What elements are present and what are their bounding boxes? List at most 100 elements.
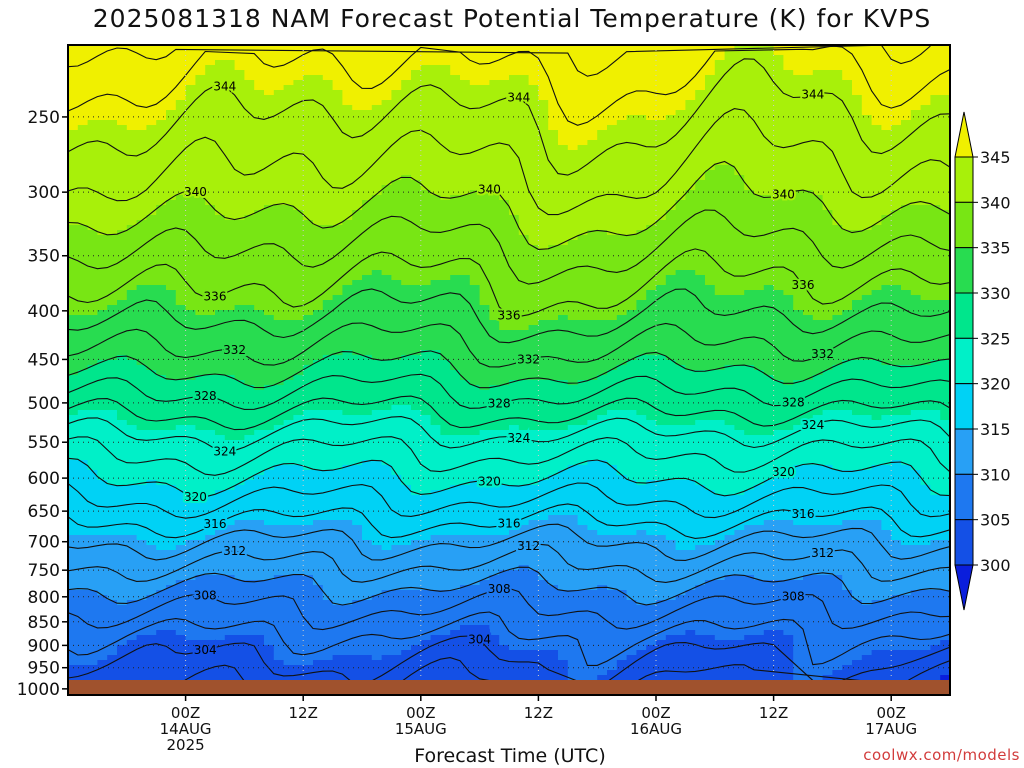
field-cell <box>793 145 804 151</box>
field-cell <box>371 50 383 56</box>
field-cell <box>538 245 549 251</box>
field-cell <box>293 215 304 221</box>
field-cell <box>920 175 931 181</box>
field-cell <box>803 130 814 136</box>
field-cell <box>607 185 618 191</box>
field-cell <box>224 165 236 171</box>
field-cell <box>714 295 726 301</box>
field-cell <box>68 235 79 241</box>
field-cell <box>156 295 167 301</box>
field-cell <box>342 295 353 301</box>
field-cell <box>166 275 177 281</box>
field-cell <box>881 275 892 281</box>
field-cell <box>744 290 755 296</box>
field-cell <box>744 205 755 211</box>
field-cell <box>195 215 206 221</box>
field-cell <box>901 300 912 306</box>
field-cell <box>744 200 755 206</box>
field-cell <box>695 115 706 121</box>
field-cell <box>322 315 334 321</box>
field-cell <box>646 165 657 171</box>
field-cell <box>734 135 745 141</box>
field-cell <box>714 155 726 161</box>
field-cell <box>705 145 716 151</box>
field-cell <box>538 100 549 106</box>
field-cell <box>293 130 304 136</box>
field-cell <box>587 295 598 301</box>
field-cell <box>146 205 157 211</box>
field-cell <box>381 230 392 236</box>
field-cell <box>440 155 451 161</box>
field-cell <box>665 265 677 271</box>
field-cell <box>940 160 950 166</box>
field-cell <box>754 165 765 171</box>
field-cell <box>842 150 853 156</box>
field-cell <box>391 105 402 111</box>
field-cell <box>528 205 539 211</box>
field-cell <box>107 295 118 301</box>
field-cell <box>842 215 853 221</box>
field-cell <box>656 175 667 181</box>
field-cell <box>371 125 383 131</box>
field-cell <box>332 165 343 171</box>
field-cell <box>77 115 89 121</box>
field-cell <box>313 305 324 311</box>
field-cell <box>450 305 461 311</box>
field-cell <box>754 65 765 71</box>
field-cell <box>195 120 206 126</box>
field-cell <box>479 265 490 271</box>
field-cell <box>293 120 304 126</box>
field-cell <box>175 185 187 191</box>
field-cell <box>744 100 755 106</box>
field-cell <box>930 195 941 201</box>
field-cell <box>891 110 902 116</box>
field-cell <box>391 200 402 206</box>
field-cell <box>803 125 814 131</box>
field-cell <box>646 130 657 136</box>
field-cell <box>861 175 873 181</box>
field-cell <box>548 235 559 241</box>
field-cell <box>273 270 285 276</box>
field-cell <box>832 70 843 76</box>
field-cell <box>734 295 745 301</box>
field-cell <box>479 195 490 201</box>
field-cell <box>224 275 236 281</box>
field-cell <box>842 145 853 151</box>
field-cell <box>626 85 637 91</box>
field-cell <box>665 45 677 51</box>
field-cell <box>371 305 383 311</box>
field-cell <box>597 115 608 121</box>
field-cell <box>185 185 196 191</box>
field-cell <box>107 170 118 176</box>
field-cell <box>518 170 530 176</box>
field-cell <box>646 305 657 311</box>
field-cell <box>646 230 657 236</box>
field-cell <box>626 300 637 306</box>
field-cell <box>812 135 824 141</box>
field-cell <box>489 175 500 181</box>
field-cell <box>479 190 490 196</box>
field-cell <box>538 45 549 51</box>
field-cell <box>185 140 196 146</box>
field-cell <box>430 240 441 246</box>
field-cell <box>548 130 559 136</box>
field-cell <box>371 100 383 106</box>
field-cell <box>303 305 314 311</box>
field-cell <box>411 310 422 316</box>
field-cell <box>744 300 755 306</box>
field-cell <box>166 315 177 321</box>
field-cell <box>264 230 275 236</box>
field-cell <box>479 100 490 106</box>
field-cell <box>607 180 618 186</box>
field-cell <box>322 250 334 256</box>
field-cell <box>656 265 667 271</box>
field-cell <box>930 95 941 101</box>
field-cell <box>881 150 892 156</box>
field-cell <box>597 90 608 96</box>
field-cell <box>430 85 441 91</box>
field-cell <box>528 195 539 201</box>
field-cell <box>205 315 216 321</box>
field-cell <box>499 280 510 286</box>
field-cell <box>754 275 765 281</box>
field-cell <box>812 215 824 221</box>
